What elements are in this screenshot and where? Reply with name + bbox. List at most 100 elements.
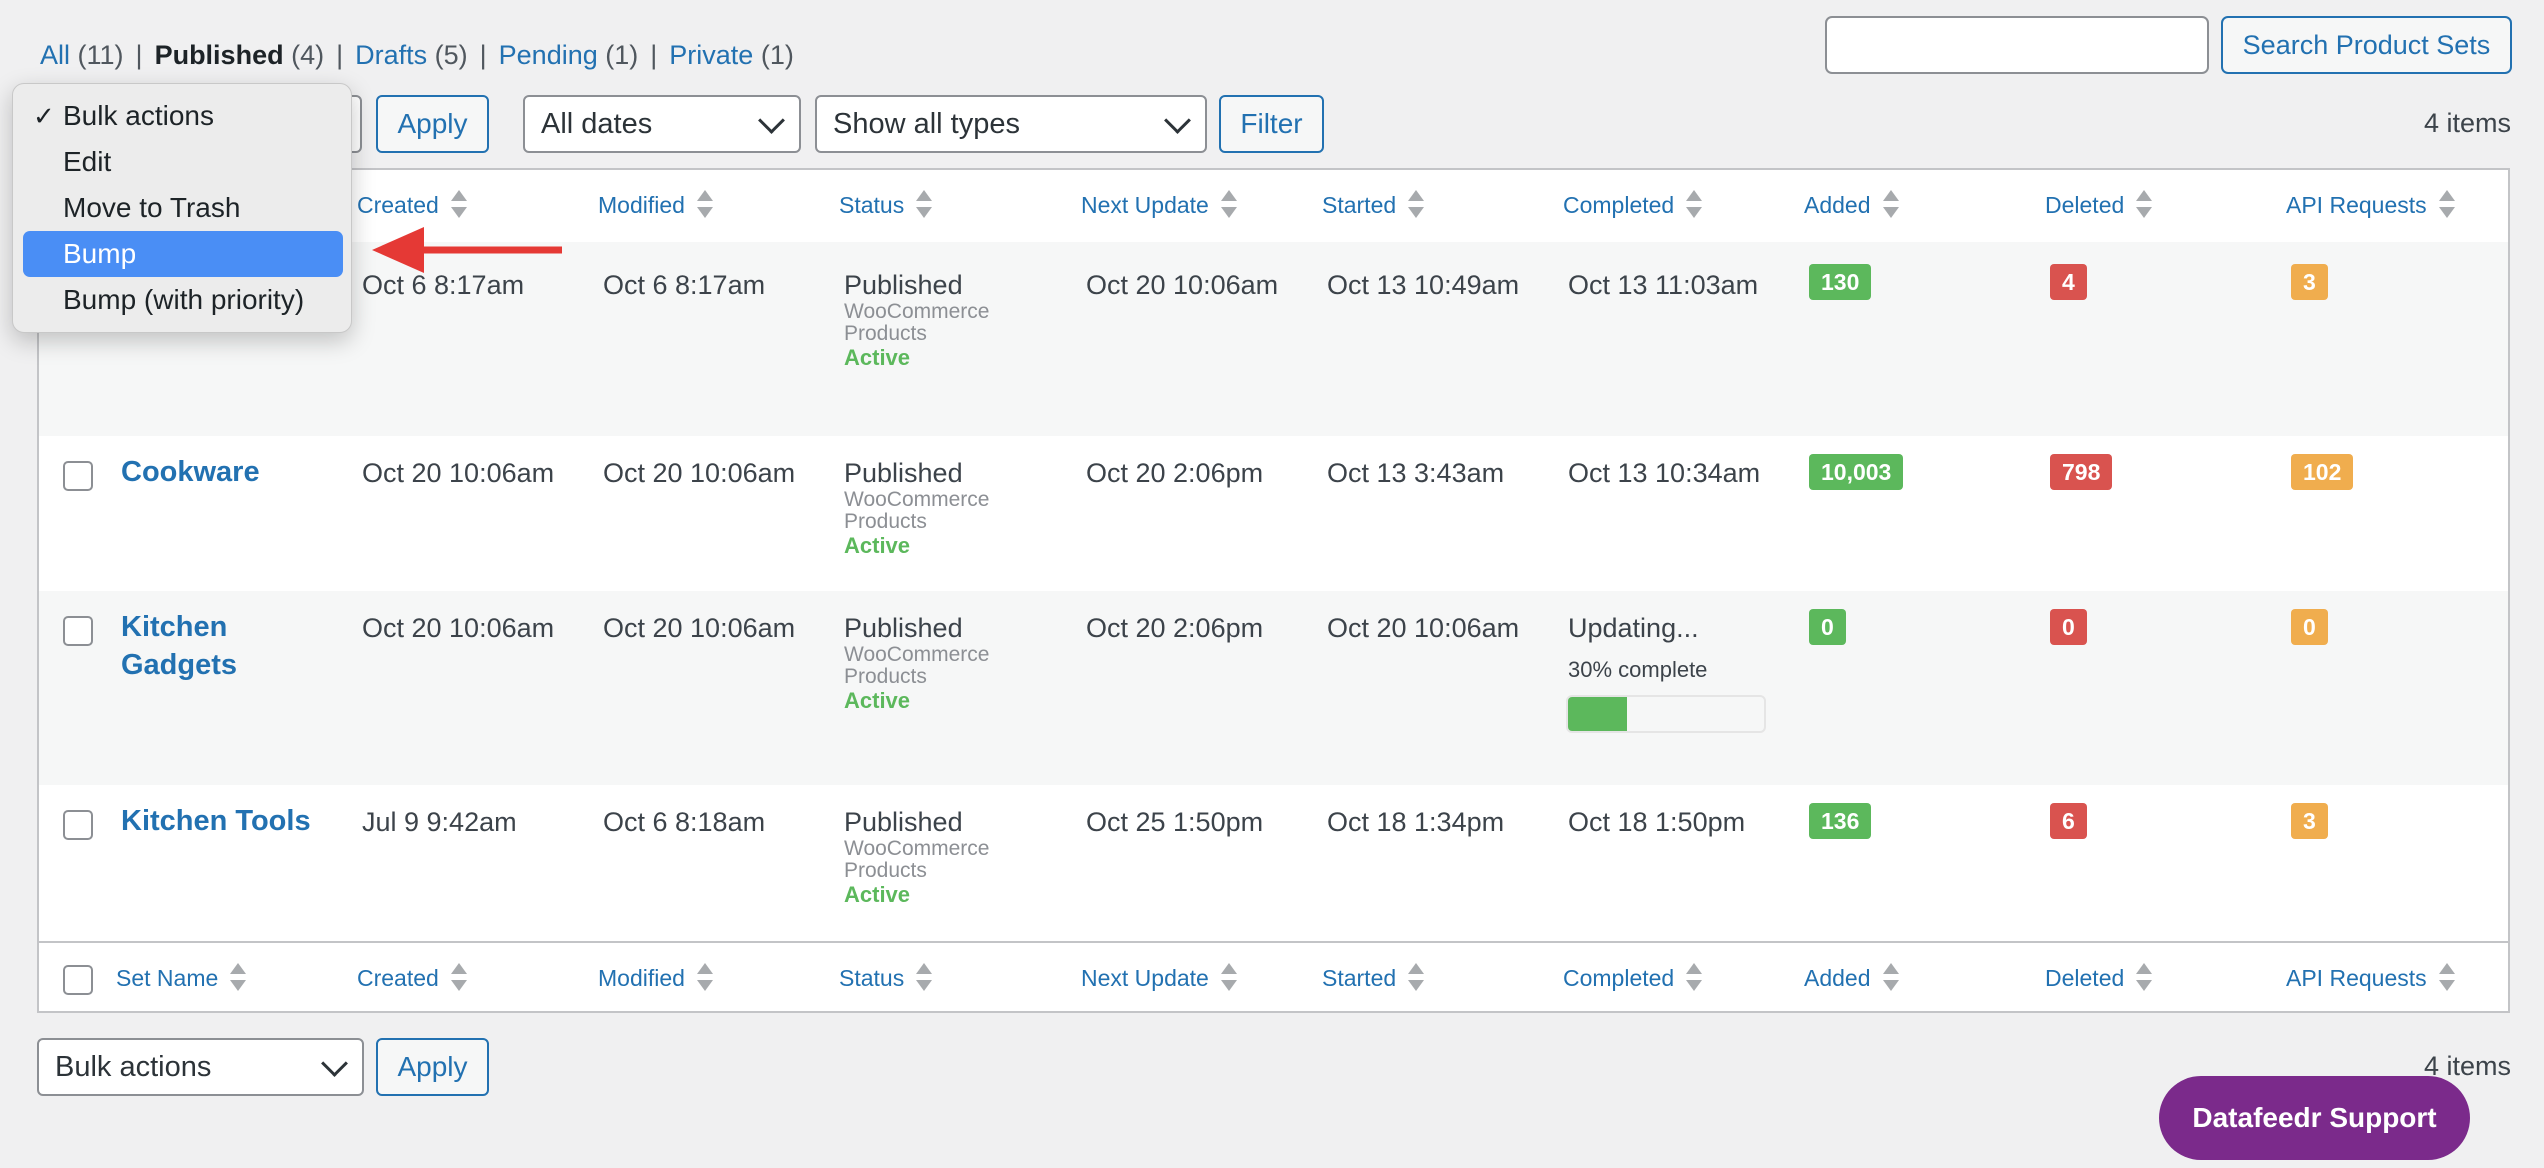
column-next-update-footer[interactable]: Next Update [1081, 962, 1237, 994]
sort-icon [1686, 962, 1703, 991]
progress-bar [1566, 695, 1766, 733]
view-private-count: (1) [760, 40, 794, 70]
items-count-bottom: 4 items [2423, 1051, 2511, 1081]
table-header: Created Modified Status Next Update Star… [39, 170, 2508, 244]
menu-item-move-to-trash[interactable]: Move to Trash [63, 192, 241, 223]
sort-icon [1408, 962, 1425, 991]
column-status-footer[interactable]: Status [839, 962, 933, 994]
sort-icon [230, 962, 247, 991]
table-footer: Set Name Created Modified Status Next Up… [39, 941, 2508, 1015]
filter-button[interactable]: Filter [1219, 95, 1324, 153]
cell-modified: Oct 6 8:17am [603, 270, 766, 300]
menu-item-bulk-actions[interactable]: ✓ Bulk actions [23, 93, 343, 139]
cell-created: Oct 20 10:06am [362, 613, 555, 643]
cell-status: Published WooCommerce Products Active [844, 270, 990, 370]
sort-icon [916, 189, 933, 218]
select-all-checkbox-bottom[interactable] [63, 965, 93, 995]
added-badge: 10,003 [1809, 454, 1904, 490]
types-filter-select[interactable]: Show all types [815, 95, 1207, 153]
table-row: Kitchen Tools Jul 9 9:42am Oct 6 8:18am … [39, 785, 2508, 941]
deleted-badge: 4 [2050, 264, 2087, 300]
column-started[interactable]: Started [1322, 189, 1425, 221]
column-api-requests[interactable]: API Requests [2286, 189, 2455, 221]
view-published-count: (4) [291, 40, 325, 70]
set-name-link[interactable]: Kitchen Tools [121, 805, 311, 837]
annotation-arrow-icon [372, 227, 562, 273]
api-requests-badge: 102 [2291, 454, 2354, 490]
column-created[interactable]: Created [357, 189, 467, 221]
cell-modified: Oct 6 8:18am [603, 807, 766, 837]
sort-icon [696, 962, 713, 991]
cell-next-update: Oct 20 10:06am [1086, 270, 1279, 300]
api-requests-badge: 0 [2291, 609, 2328, 645]
chevron-down-icon [321, 1050, 348, 1077]
column-deleted-footer[interactable]: Deleted [2045, 962, 2153, 994]
added-badge: 136 [1809, 803, 1872, 839]
column-modified[interactable]: Modified [598, 189, 713, 221]
column-added-footer[interactable]: Added [1804, 962, 1899, 994]
bulk-actions-select-bottom[interactable]: Bulk actions [37, 1038, 364, 1096]
cell-next-update: Oct 20 2:06pm [1086, 458, 1264, 488]
bulk-actions-value: Bulk actions [55, 1051, 212, 1083]
sort-icon [2136, 962, 2153, 991]
cell-status: Published WooCommerce Products Active [844, 458, 990, 558]
row-checkbox[interactable] [63, 461, 93, 491]
column-completed-footer[interactable]: Completed [1563, 962, 1703, 994]
sort-icon [2136, 189, 2153, 218]
search-product-sets-button[interactable]: Search Product Sets [2221, 16, 2512, 74]
view-private-link[interactable]: Private [669, 40, 754, 70]
view-pending-link[interactable]: Pending [498, 40, 598, 70]
column-created-footer[interactable]: Created [357, 962, 467, 994]
column-api-requests-footer[interactable]: API Requests [2286, 962, 2455, 994]
view-drafts-link[interactable]: Drafts [355, 40, 428, 70]
apply-button-bottom[interactable]: Apply [376, 1038, 489, 1096]
column-status[interactable]: Status [839, 189, 933, 221]
deleted-badge: 0 [2050, 609, 2087, 645]
column-started-footer[interactable]: Started [1322, 962, 1425, 994]
sort-icon [1220, 189, 1237, 218]
deleted-badge: 798 [2050, 454, 2113, 490]
cell-completed: Updating... [1568, 613, 1699, 643]
chevron-down-icon [758, 107, 785, 134]
cell-completed: Oct 13 11:03am [1568, 270, 1759, 300]
dates-filter-value: All dates [541, 108, 653, 140]
api-requests-badge: 3 [2291, 803, 2328, 839]
sort-icon [1686, 189, 1703, 218]
sort-icon [1408, 189, 1425, 218]
cell-status: Published WooCommerce Products Active [844, 807, 990, 907]
column-added[interactable]: Added [1804, 189, 1899, 221]
dates-filter-select[interactable]: All dates [523, 95, 801, 153]
view-pending-count: (1) [605, 40, 639, 70]
menu-item-bump[interactable]: Bump [23, 231, 343, 277]
row-checkbox[interactable] [63, 616, 93, 646]
datafeedr-support-button[interactable]: Datafeedr Support [2159, 1076, 2470, 1160]
column-next-update[interactable]: Next Update [1081, 189, 1237, 221]
column-set-name-footer[interactable]: Set Name [116, 962, 247, 994]
cell-created: Jul 9 9:42am [362, 807, 517, 837]
sort-icon [696, 189, 713, 218]
view-published-current: Published [154, 40, 284, 70]
cell-modified: Oct 20 10:06am [603, 458, 796, 488]
sort-icon [1882, 189, 1899, 218]
row-checkbox[interactable] [63, 810, 93, 840]
menu-item-bump-with-priority[interactable]: Bump (with priority) [63, 284, 305, 315]
cell-started: Oct 20 10:06am [1327, 613, 1520, 643]
cell-completed: Oct 13 10:34am [1568, 458, 1761, 488]
table-row: Oct 6 8:17am Oct 6 8:17am Published WooC… [39, 242, 2508, 436]
set-name-link[interactable]: Kitchen Gadgets [121, 611, 238, 681]
set-name-link[interactable]: Cookware [121, 456, 260, 488]
column-deleted[interactable]: Deleted [2045, 189, 2153, 221]
cell-created: Oct 20 10:06am [362, 458, 555, 488]
sort-icon [450, 962, 467, 991]
view-all-link[interactable]: All [40, 40, 71, 70]
cell-next-update: Oct 25 1:50pm [1086, 807, 1264, 837]
column-completed[interactable]: Completed [1563, 189, 1703, 221]
apply-button-top[interactable]: Apply [376, 95, 489, 153]
column-modified-footer[interactable]: Modified [598, 962, 713, 994]
api-requests-badge: 3 [2291, 264, 2328, 300]
view-drafts-count: (5) [434, 40, 468, 70]
search-input[interactable] [1825, 16, 2209, 74]
chevron-down-icon [1164, 107, 1191, 134]
menu-item-edit[interactable]: Edit [63, 146, 112, 177]
sort-icon [1882, 962, 1899, 991]
